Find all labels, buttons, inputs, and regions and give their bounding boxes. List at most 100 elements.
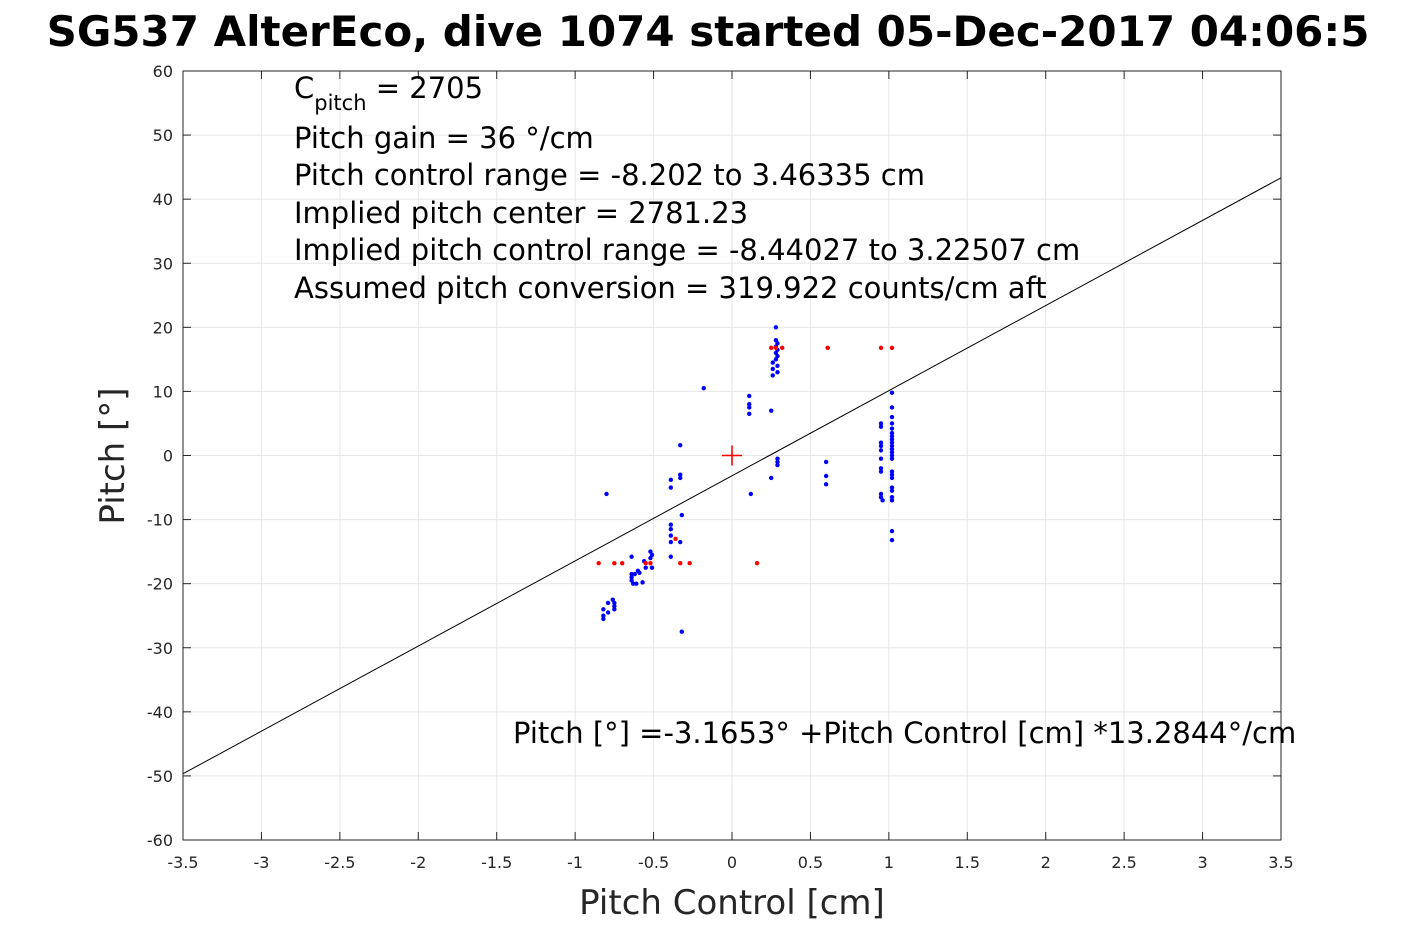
data-point-blue bbox=[773, 325, 779, 330]
data-point-blue bbox=[679, 629, 685, 634]
c-pitch-value: = 2705 bbox=[367, 71, 484, 105]
data-point-blue bbox=[604, 491, 609, 497]
x-tick-label: 1.5 bbox=[955, 853, 980, 872]
data-point-blue bbox=[612, 600, 617, 606]
data-point-blue bbox=[678, 472, 683, 477]
data-point-blue bbox=[770, 366, 775, 372]
x-tick-label: -1.5 bbox=[481, 853, 512, 872]
data-point-blue bbox=[889, 421, 895, 426]
data-point-blue bbox=[889, 437, 895, 442]
data-point-red bbox=[773, 345, 779, 351]
data-point-blue bbox=[878, 466, 884, 471]
data-point-blue bbox=[629, 554, 634, 559]
data-point-blue bbox=[601, 616, 606, 622]
data-point-blue bbox=[889, 498, 895, 503]
x-tick-label: 3.5 bbox=[1268, 853, 1293, 872]
data-point-red bbox=[612, 560, 617, 566]
data-point-blue bbox=[668, 477, 674, 483]
data-point-blue bbox=[747, 402, 752, 407]
data-point-blue bbox=[878, 469, 884, 474]
data-point-blue bbox=[775, 363, 780, 368]
tick-marks bbox=[182, 70, 1282, 841]
x-tick-label: 0 bbox=[727, 853, 737, 872]
y-tick-label: 10 bbox=[153, 382, 173, 401]
data-point-blue bbox=[668, 533, 674, 538]
data-point-blue bbox=[668, 526, 674, 532]
x-tick-label: 0.5 bbox=[798, 853, 823, 872]
data-point-blue bbox=[637, 570, 642, 575]
data-point-blue bbox=[770, 360, 775, 365]
data-point-blue bbox=[889, 456, 895, 461]
data-point-blue bbox=[640, 580, 645, 585]
data-point-blue bbox=[769, 408, 774, 413]
data-point-blue bbox=[612, 607, 617, 612]
y-tick-label: -10 bbox=[147, 511, 173, 530]
x-tick-label: -2 bbox=[410, 853, 426, 872]
c-pitch-letter: C bbox=[294, 71, 314, 105]
data-point-blue bbox=[878, 448, 884, 453]
data-point-red bbox=[620, 560, 625, 566]
data-point-red bbox=[878, 345, 884, 351]
x-tick-label: -1 bbox=[567, 853, 583, 872]
pitch-control-range-annotation: Pitch control range = -8.202 to 3.46335 … bbox=[294, 158, 925, 192]
data-point-blue bbox=[823, 482, 829, 487]
data-point-red bbox=[687, 560, 692, 566]
data-point-blue bbox=[775, 341, 780, 346]
x-tick-label: -3 bbox=[253, 853, 269, 872]
y-tick-label: -50 bbox=[147, 767, 173, 786]
data-point-blue bbox=[889, 443, 895, 449]
fit-layer bbox=[182, 177, 1282, 775]
data-point-blue bbox=[775, 456, 780, 461]
data-point-blue bbox=[889, 488, 895, 493]
data-point-blue bbox=[889, 450, 895, 455]
data-point-blue bbox=[629, 575, 634, 580]
y-tick-label: -20 bbox=[147, 575, 173, 594]
data-point-blue bbox=[748, 491, 754, 497]
assumed-pitch-conversion-annotation: Assumed pitch conversion = 319.922 count… bbox=[294, 271, 1047, 305]
data-point-blue bbox=[679, 512, 685, 518]
implied-pitch-control-range-annotation: Implied pitch control range = -8.44027 t… bbox=[294, 233, 1080, 267]
y-tick-labels: 60 50 40 30 20 10 0 -10 -20 -30 -40 -50 -60 bbox=[147, 62, 173, 850]
data-point-blue bbox=[889, 472, 895, 477]
data-point-blue bbox=[889, 485, 895, 490]
c-pitch-annotation: Cpitch = 2705 bbox=[294, 71, 483, 115]
data-point-red bbox=[648, 560, 653, 566]
data-point-blue bbox=[775, 369, 780, 375]
data-point-blue bbox=[889, 475, 895, 481]
data-point-blue bbox=[770, 373, 775, 378]
data-point-blue bbox=[889, 537, 895, 543]
data-point-blue bbox=[747, 411, 752, 417]
y-axis-label: Pitch [°] bbox=[93, 387, 133, 524]
x-tick-label: 1 bbox=[884, 853, 894, 872]
data-point-blue bbox=[878, 421, 884, 426]
data-point-red bbox=[673, 536, 678, 542]
data-points bbox=[596, 325, 895, 634]
data-point-red bbox=[779, 345, 785, 351]
y-tick-label: 60 bbox=[153, 62, 173, 81]
data-point-red bbox=[596, 560, 601, 566]
data-point-blue bbox=[889, 494, 895, 500]
data-point-blue bbox=[878, 443, 884, 449]
data-point-blue bbox=[775, 353, 780, 359]
center-marker-layer bbox=[722, 445, 742, 466]
data-point-blue bbox=[668, 539, 674, 545]
plot-area bbox=[182, 70, 1282, 841]
data-point-blue bbox=[769, 475, 774, 481]
annotation-block: Cpitch = 2705 Pitch gain = 36 °/cm Pitch… bbox=[294, 71, 1296, 750]
x-tick-label: -2.5 bbox=[324, 853, 355, 872]
data-point-red bbox=[754, 560, 760, 566]
data-point-blue bbox=[889, 405, 895, 410]
data-point-blue bbox=[678, 443, 683, 448]
x-tick-label: -0.5 bbox=[638, 853, 669, 872]
y-tick-label: 40 bbox=[153, 190, 173, 209]
data-point-blue bbox=[889, 446, 895, 452]
data-point-blue bbox=[649, 565, 655, 570]
data-point-blue bbox=[889, 430, 895, 436]
y-tick-label: 0 bbox=[163, 447, 173, 466]
x-tick-label: 2 bbox=[1041, 853, 1051, 872]
data-point-blue bbox=[889, 434, 895, 439]
y-tick-label: -30 bbox=[147, 639, 173, 658]
data-point-blue bbox=[668, 485, 674, 490]
c-pitch-subscript: pitch bbox=[314, 91, 366, 115]
